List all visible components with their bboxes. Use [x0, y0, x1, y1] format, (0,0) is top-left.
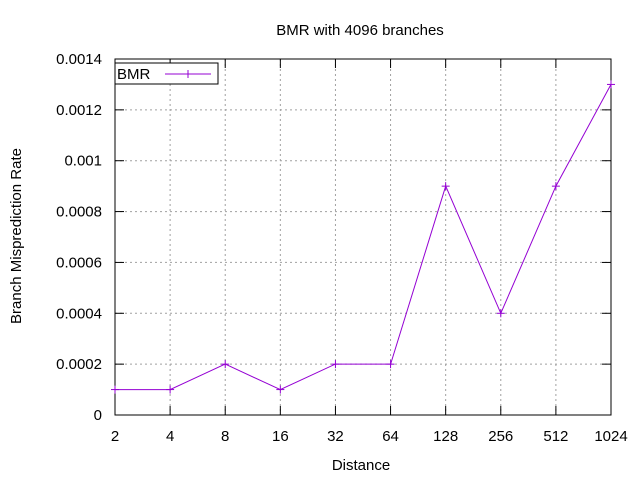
x-tick-label: 32: [327, 428, 344, 445]
legend-label: BMR: [117, 66, 151, 83]
tick-labels: 0 0.0002 0.0004 0.0006 0.0008 0.001 0.0012 0.00…: [56, 51, 628, 445]
data-point: [276, 385, 285, 394]
y-tick-label: 0.001: [64, 153, 102, 170]
series-layer: [111, 80, 615, 394]
data-point: [166, 385, 175, 394]
y-axis-label: Branch Misprediction Rate: [8, 148, 25, 324]
data-point: [551, 182, 560, 191]
grid-lines: [115, 59, 611, 415]
data-point: [331, 360, 340, 369]
data-point: [607, 80, 615, 89]
data-point: [496, 309, 505, 318]
data-point: [386, 360, 395, 369]
x-tick-label: 256: [488, 428, 513, 445]
series-line-bmr: [115, 84, 612, 391]
chart-title: BMR with 4096 branches: [276, 22, 444, 39]
x-axis-label: Distance: [332, 457, 390, 474]
x-tick-label: 2: [111, 428, 119, 445]
y-tick-label: 0: [94, 407, 102, 424]
data-point: [111, 385, 119, 394]
y-tick-label: 0.0008: [56, 204, 102, 221]
y-tick-label: 0.0004: [56, 305, 102, 322]
legend-marker: [184, 70, 192, 78]
x-tick-label: 16: [272, 428, 289, 445]
x-tick-label: 4: [166, 428, 174, 445]
x-tick-label: 64: [382, 428, 399, 445]
y-tick-label: 0.0014: [56, 51, 102, 68]
data-point: [441, 182, 450, 191]
y-tick-label: 0.0002: [56, 356, 102, 373]
x-tick-label: 1024: [594, 428, 627, 445]
data-point: [221, 360, 230, 369]
legend: BMR: [114, 62, 219, 85]
axes: [114, 58, 612, 416]
x-tick-label: 512: [543, 428, 568, 445]
x-tick-label: 8: [221, 428, 229, 445]
plot-border: [114, 58, 612, 416]
y-tick-label: 0.0006: [56, 254, 102, 271]
y-tick-label: 0.0012: [56, 102, 102, 119]
x-tick-label: 128: [433, 428, 458, 445]
